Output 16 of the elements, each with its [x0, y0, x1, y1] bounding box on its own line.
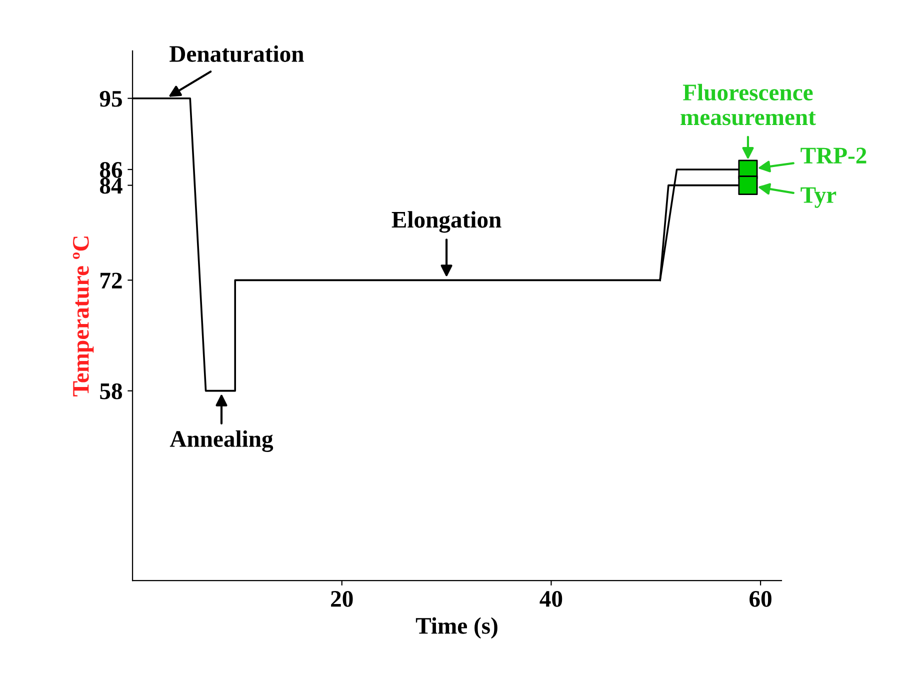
y-tick-label: 95 [100, 90, 122, 107]
annotation: Tyr [800, 187, 836, 208]
y-tick-label: 72 [100, 272, 122, 288]
y-tick-label: 58 [100, 383, 122, 400]
y-tick-label: 84 [100, 178, 122, 194]
x-tick-label: 40 [540, 590, 562, 607]
annotation: Denaturation [170, 45, 304, 62]
x-tick-label: 20 [331, 590, 353, 607]
annotation: Elongation [392, 211, 502, 233]
x-axis-title: Time (s) [416, 617, 498, 639]
annotation: Fluorescence measurement [680, 84, 816, 126]
x-tick-label: 60 [750, 590, 772, 607]
y-tick-label: 86 [100, 162, 122, 178]
y-axis-title: Temperature ºC [72, 236, 94, 396]
annotation: Annealing [170, 430, 274, 452]
annotation: TRP-2 [800, 148, 866, 164]
